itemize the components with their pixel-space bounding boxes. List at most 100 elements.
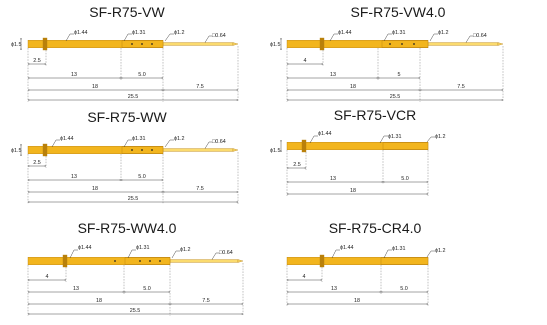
pin-step	[124, 257, 171, 265]
pin-tip	[169, 259, 239, 263]
pin-tip	[162, 148, 234, 152]
diagram-title: SF-R75-WW	[87, 109, 167, 125]
tip-size-label: □0.64	[212, 33, 226, 39]
body-diameter-label: ϕ1.31	[132, 136, 146, 142]
crimp-dot	[131, 149, 133, 151]
dim-label: 18	[354, 298, 360, 304]
diagram-title: SF-R75-CR4.0	[329, 220, 422, 236]
tip-size-label: □0.64	[212, 139, 226, 145]
tube-diameter-label: ϕ1.2	[180, 247, 191, 253]
outer-diameter-label: ϕ1.5	[270, 42, 281, 48]
diagram-sf-r75-ww: SF-R75-WW ϕ1.44 ϕ1.31 ϕ1.2 □0.64 ϕ1.5	[11, 109, 239, 204]
crimp-dot	[151, 149, 153, 151]
pin-collar	[42, 37, 48, 51]
pin-step	[380, 257, 429, 265]
dim-label: 18	[92, 84, 98, 90]
crimp-dot	[413, 43, 415, 45]
tip-size-label: □0.64	[473, 33, 487, 39]
diagram-sf-r75-vw4: SF-R75-VW4.0 ϕ1.44 ϕ1.31 ϕ1.2 □0.64 ϕ1.5	[270, 4, 504, 102]
dim-label: 7.5	[196, 186, 204, 192]
crimp-dot	[149, 260, 151, 262]
dimension-lines	[27, 46, 239, 102]
pin-tip	[427, 42, 499, 46]
probe-pin	[27, 143, 239, 157]
dimension-lines	[27, 152, 239, 204]
dim-label: 25.5	[128, 196, 139, 202]
body-diameter-label: ϕ1.31	[132, 30, 146, 36]
crimp-dot	[151, 43, 153, 45]
diagram-sf-r75-ww4: SF-R75-WW4.0 ϕ1.44 ϕ1.31 ϕ1.2 □0.64	[27, 220, 244, 316]
diagram-title: SF-R75-VW4.0	[351, 4, 446, 20]
pin-step	[381, 40, 429, 48]
dim-label: 25.5	[390, 94, 401, 100]
dim-label: 4	[303, 274, 306, 280]
body-diameter-label: ϕ1.31	[392, 246, 406, 252]
body-diameter-label: ϕ1.31	[392, 30, 406, 36]
diagram-title: SF-R75-WW4.0	[78, 220, 177, 236]
dim-label: 18	[350, 84, 356, 90]
collar-diameter-label: ϕ1.44	[338, 30, 352, 36]
dim-label: 13	[330, 176, 336, 182]
dim-label: 13	[71, 174, 77, 180]
diagram-sf-r75-vcr: SF-R75-VCR ϕ1.44 ϕ1.31 ϕ1.2 ϕ1.5 2.5 13 …	[270, 107, 446, 196]
crimp-dot	[389, 43, 391, 45]
crimp-dot	[159, 260, 161, 262]
probe-pin	[286, 139, 429, 153]
dim-label: 2.5	[293, 162, 301, 168]
probe-pin	[27, 254, 244, 268]
body-diameter-label: ϕ1.31	[388, 134, 402, 140]
diagram-sf-r75-vw: SF-R75-VW ϕ1.44 ϕ1.31 ϕ1.2 □0.64 ϕ1.5	[11, 4, 239, 102]
dimension-lines	[286, 46, 504, 102]
probe-pin	[27, 37, 239, 51]
tip-size-label: □0.64	[219, 250, 233, 256]
crimp-dot	[139, 260, 141, 262]
outer-diameter-label: ϕ1.5	[11, 148, 22, 154]
pin-point	[497, 42, 504, 46]
crimp-dot	[141, 149, 143, 151]
pin-point	[232, 148, 239, 152]
dimension-lines	[286, 265, 429, 306]
collar-diameter-label: ϕ1.44	[60, 136, 74, 142]
diagram-title: SF-R75-VCR	[334, 107, 416, 123]
tube-diameter-label: ϕ1.2	[174, 30, 185, 36]
dim-label: 7.5	[457, 84, 465, 90]
dim-label: 5	[398, 72, 401, 78]
dim-label: 4	[304, 58, 307, 64]
pin-step	[382, 142, 429, 150]
dim-label: 13	[71, 72, 77, 78]
dim-label: 2.5	[33, 160, 41, 166]
pin-collar	[62, 254, 68, 268]
dimension-lines	[286, 150, 429, 196]
dim-label: 5.0	[143, 286, 151, 292]
pin-tip	[162, 42, 234, 46]
dim-label: 25.5	[128, 94, 139, 100]
probe-pin	[286, 37, 504, 51]
diagram-title: SF-R75-VW	[89, 4, 165, 20]
collar-diameter-label: ϕ1.44	[340, 245, 354, 251]
crimp-dot	[131, 43, 133, 45]
collar-diameter-label: ϕ1.44	[74, 30, 88, 36]
pin-point	[237, 259, 244, 263]
dim-label: 18	[92, 186, 98, 192]
outer-diameter-label: ϕ1.5	[11, 42, 22, 48]
crimp-dot	[114, 260, 116, 262]
tube-diameter-label: ϕ1.2	[438, 30, 449, 36]
dim-label: 18	[96, 298, 102, 304]
dim-label: 5.0	[138, 72, 146, 78]
tube-diameter-label: ϕ1.2	[174, 136, 185, 142]
tube-diameter-label: ϕ1.2	[435, 248, 446, 254]
pin-collar	[319, 37, 325, 51]
dim-label: 25.5	[130, 308, 141, 314]
outer-diameter-label: ϕ1.5	[270, 148, 281, 154]
collar-diameter-label: ϕ1.44	[318, 131, 332, 137]
dim-label: 13	[331, 286, 337, 292]
dim-label: 5.0	[138, 174, 146, 180]
diagram-sf-r75-cr4: SF-R75-CR4.0 ϕ1.44 ϕ1.31 ϕ1.2 4 13 5.0 1…	[286, 220, 446, 306]
dim-label: 2.5	[33, 58, 41, 64]
pin-collar	[301, 139, 307, 153]
dim-label: 4	[46, 274, 49, 280]
body-diameter-label: ϕ1.31	[136, 245, 150, 251]
pin-collar	[319, 254, 325, 268]
dim-label: 5.0	[401, 176, 409, 182]
